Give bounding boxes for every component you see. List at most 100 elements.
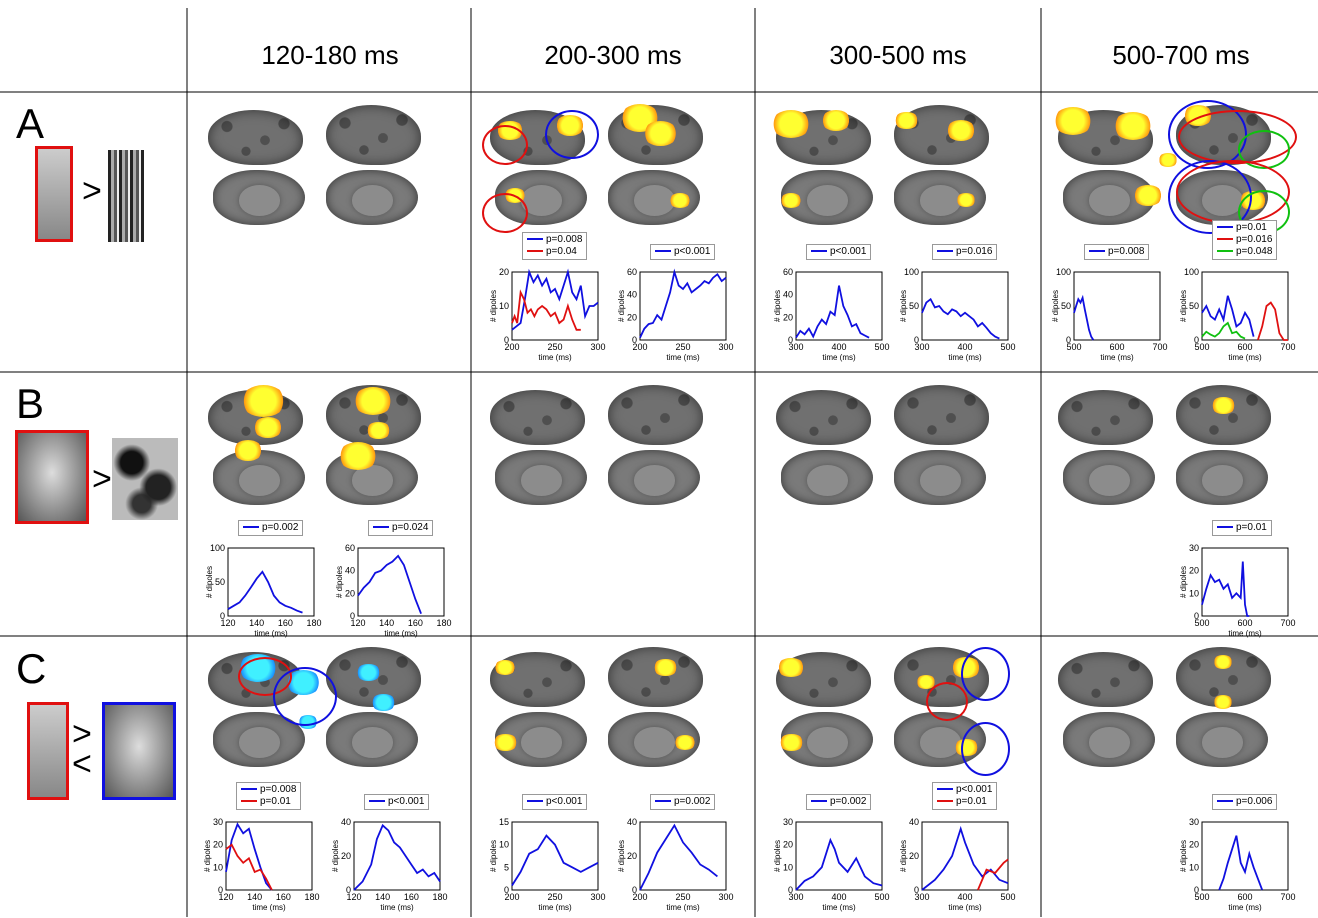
x-tick-label: 500 <box>1194 342 1209 352</box>
legend-label: p=0.01 <box>1236 522 1267 533</box>
legend-swatch <box>241 800 257 803</box>
x-tick-label: 300 <box>914 892 929 902</box>
legend-label: p=0.008 <box>260 784 297 795</box>
header-300-500: 300-500 ms <box>829 40 967 70</box>
x-axis-label: time (ms) <box>1100 353 1134 362</box>
legend-swatch <box>1217 526 1233 529</box>
series-line <box>795 285 870 339</box>
y-axis-label: # dipoles <box>489 840 498 872</box>
x-tick-label: 600 <box>1237 342 1252 352</box>
activation-blob <box>674 734 696 751</box>
legend-entry: p=0.002 <box>811 796 866 808</box>
x-tick-label: 250 <box>547 892 562 902</box>
y-tick-label: 0 <box>220 611 225 621</box>
y-tick-label: 20 <box>1189 566 1199 576</box>
y-axis-label: # dipoles <box>1179 840 1188 872</box>
y-tick-label: 30 <box>783 817 793 827</box>
brain-renderings-2-3 <box>1058 647 1271 772</box>
roi-circle <box>961 647 1010 701</box>
series-line <box>795 837 883 891</box>
series-line <box>977 858 1009 891</box>
x-tick-label: 400 <box>957 342 972 352</box>
legend-entry: p=0.01 <box>937 796 992 808</box>
x-tick-label: 400 <box>957 892 972 902</box>
series-line <box>353 823 441 891</box>
y-axis-label: # dipoles <box>331 840 340 872</box>
y-tick-label: 20 <box>1189 840 1199 850</box>
activation-blob <box>1210 396 1236 415</box>
legend-swatch <box>1217 238 1233 241</box>
plot-legend: p=0.01 <box>1212 520 1272 536</box>
activation-blob <box>240 385 286 417</box>
plot-legend: p<0.001 <box>364 794 430 810</box>
comparison-symbol-c-top: > <box>72 715 92 753</box>
legend-swatch <box>937 250 953 253</box>
activation-blob <box>253 417 283 438</box>
roi-circle <box>482 193 528 233</box>
y-axis-label: # dipoles <box>773 290 782 322</box>
plot-frame <box>639 271 727 341</box>
x-tick-label: 300 <box>914 342 929 352</box>
x-tick-label: 500 <box>1066 342 1081 352</box>
legend-label: p<0.001 <box>956 784 993 795</box>
y-tick-label: 30 <box>213 817 223 827</box>
y-tick-label: 60 <box>345 543 355 553</box>
x-tick-label: 700 <box>1152 342 1167 352</box>
medial-hemisphere <box>213 170 305 225</box>
medial-hemisphere <box>1176 450 1268 505</box>
brain-renderings-1-2 <box>776 385 989 510</box>
legend-label: p=0.01 <box>260 796 291 807</box>
y-tick-label: 0 <box>788 335 793 345</box>
x-axis-label: time (ms) <box>252 903 286 912</box>
header-120-180: 120-180 ms <box>261 40 399 70</box>
line-plot-A-500b: 500 600 700 0 50 100 time (ms) # dipoles <box>1179 267 1296 362</box>
x-tick-label: 600 <box>1237 618 1252 628</box>
y-tick-label: 100 <box>1056 267 1071 277</box>
activation-blob <box>916 675 936 690</box>
series-line <box>1201 295 1255 337</box>
line-plot-B-500: 500 600 700 0 10 20 30 time (ms) # dipoles <box>1179 543 1296 638</box>
line-plot-A-200: 200 250 300 0 10 20 time (ms) # dipoles <box>489 267 606 362</box>
x-axis-label: time (ms) <box>822 353 856 362</box>
plot-legend: p=0.008 <box>1084 244 1150 260</box>
x-tick-label: 700 <box>1280 618 1295 628</box>
x-tick-label: 140 <box>247 892 262 902</box>
activation-blob <box>1133 185 1163 206</box>
series-line <box>225 843 273 891</box>
y-tick-label: 20 <box>341 851 351 861</box>
brain-renderings-1-0 <box>208 385 421 510</box>
lateral-hemisphere <box>326 105 421 165</box>
y-tick-label: 0 <box>632 885 637 895</box>
y-tick-label: 40 <box>783 290 793 300</box>
line-plot-A-200b: 200 250 300 0 20 40 60 time (ms) # dipoles <box>617 267 734 362</box>
scrambled-face-image <box>112 438 178 520</box>
y-axis-label: # dipoles <box>1179 290 1188 322</box>
x-axis-label: time (ms) <box>666 903 700 912</box>
brain-renderings-0-0 <box>208 105 421 230</box>
roi-circle <box>926 682 968 721</box>
body-stimulus-photo <box>35 146 73 242</box>
line-plot-C-120b: 120 140 160 180 0 20 40 time (ms) # dipoles <box>331 817 448 912</box>
medial-hemisphere <box>781 450 873 505</box>
activation-blob <box>956 193 976 208</box>
y-tick-label: 10 <box>783 862 793 872</box>
line-plot-C-200: 200 250 300 0 5 10 15 time (ms) # dipoles <box>489 817 606 912</box>
y-tick-label: 60 <box>783 267 793 277</box>
legend-label: p=0.002 <box>674 796 711 807</box>
x-axis-label: time (ms) <box>254 629 288 638</box>
activation-blob <box>642 121 678 146</box>
activation-blob <box>771 109 811 138</box>
line-plot-A-300: 300 400 500 0 20 40 60 time (ms) # dipoles <box>773 267 890 362</box>
brain-renderings-1-3 <box>1058 385 1271 510</box>
activation-blob <box>778 733 804 752</box>
x-tick-label: 300 <box>788 892 803 902</box>
y-tick-label: 50 <box>215 577 225 587</box>
medial-hemisphere <box>608 170 700 225</box>
y-tick-label: 0 <box>1066 335 1071 345</box>
activation-blob <box>777 657 805 678</box>
y-axis-label: # dipoles <box>617 840 626 872</box>
legend-entry: p=0.016 <box>937 246 992 258</box>
line-plot-A-300b: 300 400 500 0 50 100 time (ms) # dipoles <box>899 267 1016 362</box>
activation-blob <box>946 120 976 141</box>
x-tick-label: 180 <box>304 892 319 902</box>
